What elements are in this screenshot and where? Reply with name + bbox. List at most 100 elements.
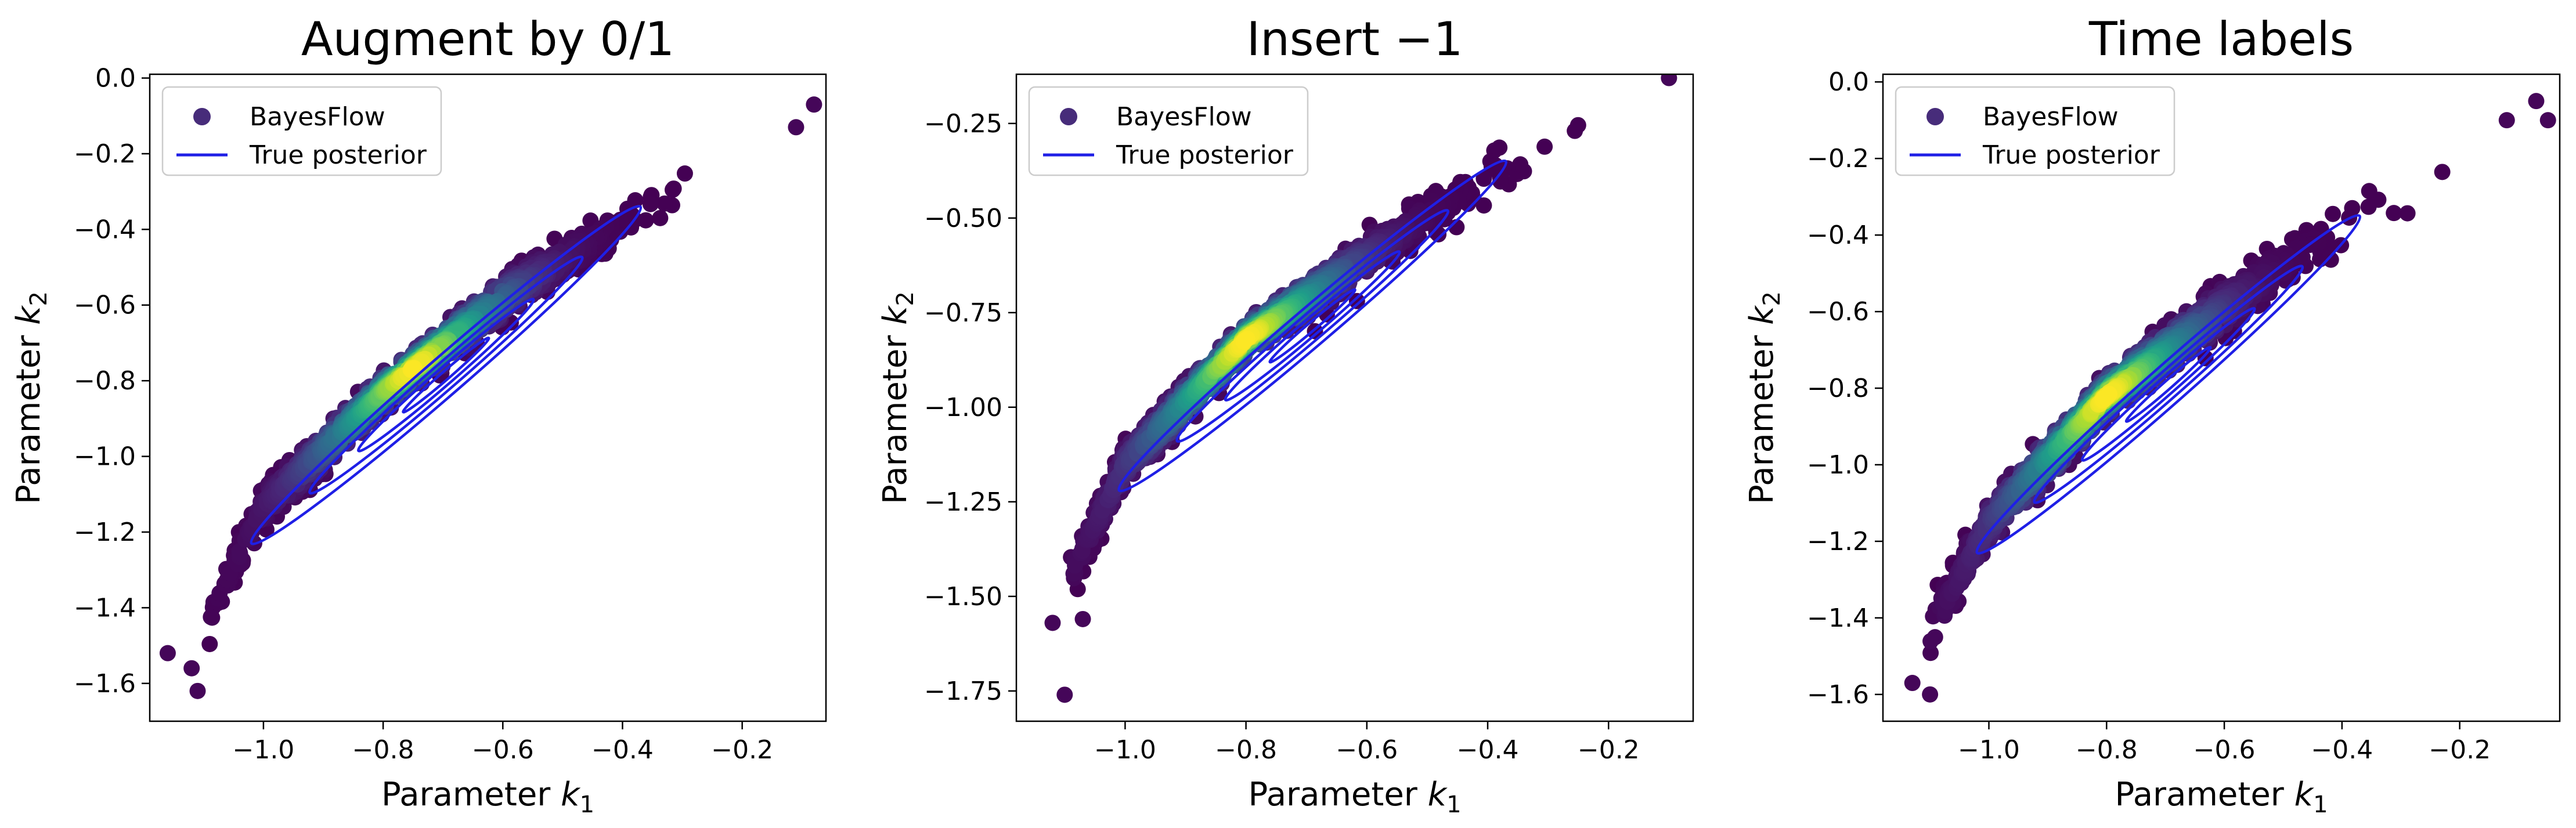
x-tick-label: −0.6 xyxy=(1336,735,1398,765)
y-tick-label: 0.0 xyxy=(1828,67,1869,97)
y-tick-label: −0.2 xyxy=(1807,144,1869,173)
sample-point xyxy=(2197,350,2214,367)
legend-box xyxy=(161,86,442,176)
axes-frame xyxy=(149,73,827,722)
sample-point xyxy=(2399,205,2416,222)
sample-point-outlier xyxy=(1922,686,1939,703)
sample-point xyxy=(2360,198,2377,215)
y-tick-label: −0.4 xyxy=(1807,220,1869,250)
sample-point xyxy=(2325,205,2342,222)
x-tick-label: −0.6 xyxy=(2193,735,2256,765)
x-axis-label: Parameter k1 xyxy=(1248,776,1461,818)
sample-point xyxy=(1475,171,1492,187)
sample-point xyxy=(1348,292,1365,309)
plot-area xyxy=(1904,93,2556,703)
y-tick-label: 0.0 xyxy=(95,64,136,93)
true-posterior-contours xyxy=(250,204,643,545)
y-tick-label: −0.50 xyxy=(924,204,1002,233)
x-tick-label: −1.0 xyxy=(1958,735,2020,765)
axes-frame xyxy=(1882,73,2561,722)
y-tick-label: −1.0 xyxy=(74,442,136,472)
posterior-contour-4 xyxy=(402,337,490,414)
x-tick-label: −0.6 xyxy=(472,735,534,765)
x-tick-label: −0.2 xyxy=(711,735,773,765)
sample-point-outlier xyxy=(1044,614,1061,631)
x-axis-label: Parameter k1 xyxy=(2115,776,2328,818)
x-tick-label: −0.8 xyxy=(352,735,414,765)
sample-point-outlier xyxy=(788,119,804,136)
x-tick-label: −0.4 xyxy=(591,735,654,765)
y-tick-label: −1.75 xyxy=(924,677,1002,706)
sample-point xyxy=(2101,386,2117,403)
sample-point xyxy=(1922,645,1939,661)
legend-marker-bayesflow xyxy=(1060,108,1077,125)
posterior-contour-2 xyxy=(1175,209,1450,443)
y-axis-label: Parameter k2 xyxy=(1743,291,1785,504)
sample-point xyxy=(676,165,693,182)
sample-point xyxy=(404,361,421,378)
sample-point-outlier xyxy=(2498,112,2515,129)
legend-marker-bayesflow xyxy=(1926,108,1944,125)
sample-point xyxy=(1512,156,1529,173)
y-tick-label: −1.25 xyxy=(924,487,1002,517)
posterior-contour-3 xyxy=(357,298,535,453)
y-tick-label: −1.4 xyxy=(1807,603,1869,633)
sample-point-outlier xyxy=(2539,112,2556,129)
legend-box xyxy=(1895,86,2175,176)
legend-label-bayesflow: BayesFlow xyxy=(250,102,385,132)
sample-point xyxy=(2434,164,2451,180)
panel-title: Insert −1 xyxy=(1247,12,1463,66)
legend-label-bayesflow: BayesFlow xyxy=(1116,102,1252,132)
y-tick-label: −0.4 xyxy=(74,215,136,244)
y-tick-label: −1.0 xyxy=(1807,450,1869,480)
plot-area xyxy=(159,96,822,699)
posterior-contour-4 xyxy=(1268,288,1356,364)
posterior-contour-2 xyxy=(2033,265,2304,504)
true-posterior-contours xyxy=(1975,214,2362,555)
sample-point-outlier xyxy=(1074,610,1091,627)
posterior-contour-1 xyxy=(250,204,643,545)
y-tick-label: −1.6 xyxy=(74,669,136,699)
x-axis-label: Parameter k1 xyxy=(381,776,594,818)
y-tick-label: −1.00 xyxy=(924,393,1002,422)
sample-point xyxy=(201,635,218,652)
x-tick-label: −1.0 xyxy=(1094,735,1156,765)
sample-point-outlier xyxy=(1661,74,1677,86)
panel-title: Time labels xyxy=(2088,12,2354,66)
x-tick-label: −0.2 xyxy=(1578,735,1640,765)
panel-title: Augment by 0/1 xyxy=(301,12,674,66)
x-tick-label: −0.2 xyxy=(2429,735,2491,765)
y-axis-label: Parameter k2 xyxy=(876,291,919,504)
sample-point xyxy=(232,544,248,561)
sample-point xyxy=(656,195,673,212)
sample-point xyxy=(1567,122,1583,139)
legend: BayesFlow True posterior xyxy=(161,86,442,176)
y-tick-label: −0.8 xyxy=(74,366,136,396)
y-tick-label: −0.25 xyxy=(924,109,1002,139)
y-tick-label: −0.2 xyxy=(74,139,136,169)
sample-point xyxy=(642,196,659,212)
y-axis-label: Parameter k2 xyxy=(10,291,52,504)
sample-point xyxy=(652,209,669,226)
posterior-contour-3 xyxy=(1224,250,1401,402)
y-tick-label: −0.75 xyxy=(924,298,1002,328)
axes-frame xyxy=(1015,73,1694,722)
plot-area xyxy=(1044,74,1677,703)
true-posterior-contours xyxy=(1117,159,1508,493)
sample-point xyxy=(1237,332,1254,349)
bayesflow-samples xyxy=(1904,93,2556,703)
legend-label-true-posterior: True posterior xyxy=(249,140,427,170)
legend-label-bayesflow: BayesFlow xyxy=(1983,102,2119,132)
y-tick-label: −0.6 xyxy=(1807,297,1869,327)
legend: BayesFlow True posterior xyxy=(1028,86,1309,176)
y-tick-label: −0.6 xyxy=(74,291,136,320)
sample-point-outlier xyxy=(189,682,206,699)
bayesflow-samples xyxy=(159,96,822,699)
sample-point-outlier xyxy=(183,660,200,677)
sample-point-outlier xyxy=(2528,93,2545,110)
sample-point xyxy=(1922,633,1939,650)
y-tick-label: −1.2 xyxy=(74,518,136,547)
x-tick-label: −1.0 xyxy=(232,735,294,765)
panel-1: −1.0 −0.8 −0.6 −0.4 −0.2 −1.6 −1.4 −1.2 −1.0 −0.8… xyxy=(10,12,827,818)
